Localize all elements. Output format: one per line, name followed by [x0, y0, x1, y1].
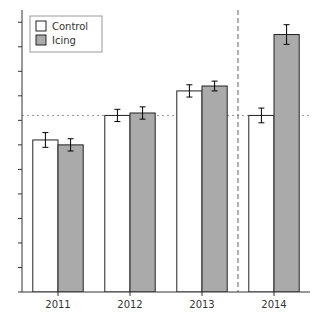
x-tick-label: 2014 — [261, 299, 286, 310]
error-bar — [42, 133, 48, 148]
bar — [177, 91, 202, 292]
y-tick — [18, 120, 22, 121]
error-bar — [186, 85, 192, 97]
y-tick — [18, 292, 22, 293]
error-bar — [284, 25, 290, 45]
error-bar — [114, 109, 120, 121]
legend-box — [30, 16, 102, 52]
x-tick — [274, 292, 275, 296]
legend: Control Icing — [30, 16, 102, 52]
y-tick — [18, 46, 22, 47]
bar — [58, 145, 83, 292]
bar — [274, 35, 299, 292]
y-tick — [18, 193, 22, 194]
legend-swatch — [36, 21, 46, 31]
chart-container: 2011 2012 2013 2014 Control Icing — [0, 0, 320, 320]
legend-swatch — [36, 35, 46, 45]
bar — [249, 115, 274, 292]
x-tick-label: 2013 — [189, 299, 214, 310]
y-tick — [18, 144, 22, 145]
x-axis — [22, 292, 310, 293]
reference-vline — [238, 10, 239, 292]
x-tick-label: 2012 — [117, 299, 142, 310]
error-bar — [140, 107, 146, 119]
error-bar — [68, 139, 74, 151]
legend-label: Control — [52, 21, 88, 32]
plot-area — [22, 10, 310, 292]
bar — [130, 113, 155, 292]
x-tick — [58, 292, 59, 296]
y-axis — [22, 10, 23, 292]
y-tick — [18, 242, 22, 243]
chart: 2011 2012 2013 2014 Control Icing — [0, 0, 320, 320]
y-tick — [18, 71, 22, 72]
x-tick — [202, 292, 203, 296]
y-tick — [18, 169, 22, 170]
x-tick-label: 2011 — [45, 299, 70, 310]
bar — [105, 115, 130, 292]
y-tick — [18, 267, 22, 268]
bar — [202, 86, 227, 292]
x-tick — [130, 292, 131, 296]
y-tick — [18, 95, 22, 96]
y-tick — [18, 218, 22, 219]
error-bar — [212, 81, 218, 91]
y-tick — [18, 22, 22, 23]
bar — [33, 140, 58, 292]
legend-label: Icing — [52, 35, 76, 46]
error-bar — [258, 108, 264, 123]
